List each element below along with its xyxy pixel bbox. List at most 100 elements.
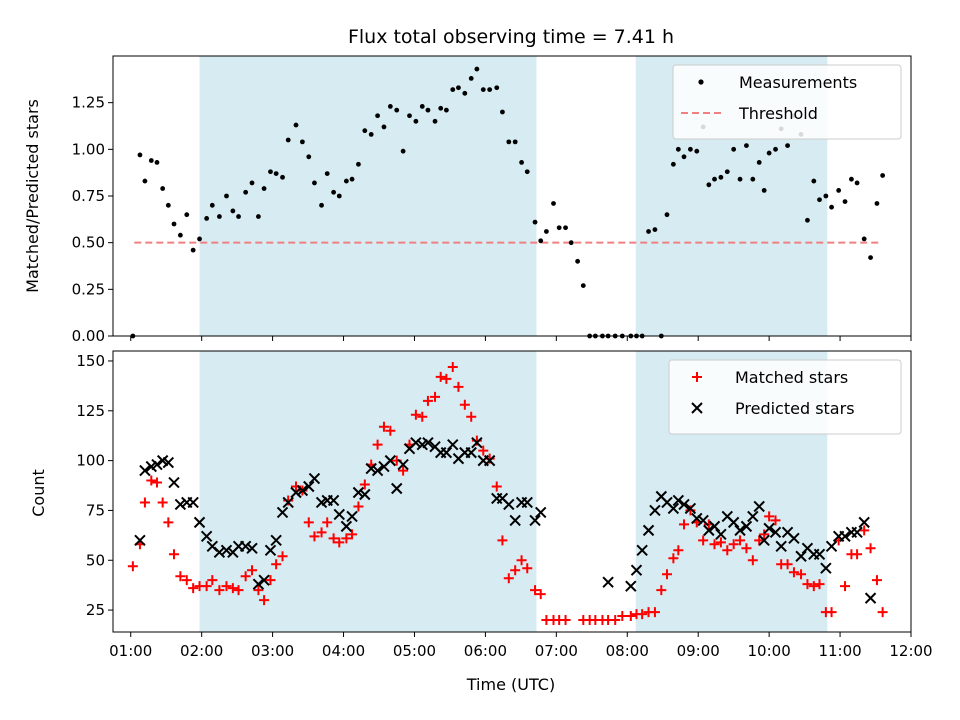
measurement-point bbox=[419, 104, 425, 109]
legend-frame bbox=[668, 359, 902, 435]
predicted-star-point bbox=[813, 548, 826, 560]
measurement-point bbox=[137, 152, 143, 158]
predicted-star-point bbox=[174, 498, 187, 511]
predicted-star-point bbox=[825, 540, 838, 553]
measurement-point bbox=[432, 118, 438, 124]
measurement-point bbox=[817, 197, 822, 203]
measurement-point bbox=[425, 107, 431, 113]
y-tick-label: 50 bbox=[86, 551, 105, 569]
predicted-star-point bbox=[168, 476, 180, 489]
predicted-star-point bbox=[642, 524, 655, 537]
predicted-star-point bbox=[820, 562, 832, 574]
measurement-point bbox=[750, 176, 756, 182]
measurement-point bbox=[474, 66, 480, 72]
predicted-star-point bbox=[308, 472, 321, 485]
measurement-point bbox=[236, 214, 241, 219]
legend-label: Matched stars bbox=[735, 368, 848, 387]
matched-star-point bbox=[422, 395, 433, 406]
matched-star-point bbox=[271, 559, 282, 570]
measurement-point bbox=[868, 255, 873, 260]
matched-star-point bbox=[316, 527, 327, 538]
measurement-point bbox=[744, 143, 749, 149]
predicted-star-point bbox=[684, 502, 697, 515]
matched-star-point bbox=[782, 559, 793, 570]
x-tick-label: 11:00 bbox=[818, 642, 861, 660]
predicted-star-point bbox=[851, 526, 863, 539]
matched-star-point bbox=[303, 517, 314, 528]
matched-star-point bbox=[459, 399, 470, 410]
measurement-point bbox=[785, 143, 790, 149]
legend-ratio: Measurements Threshold bbox=[672, 64, 902, 140]
matched-star-point bbox=[253, 585, 264, 596]
predicted-star-point bbox=[747, 510, 759, 523]
matched-star-point bbox=[478, 445, 489, 456]
predicted-star-point bbox=[422, 436, 434, 449]
matched-star-point bbox=[522, 563, 533, 574]
measurement-point bbox=[532, 219, 538, 225]
measurement-point bbox=[480, 87, 486, 92]
predicted-star-point bbox=[246, 542, 258, 555]
x-tick-label: 10:00 bbox=[748, 642, 791, 660]
matched-star-point bbox=[741, 543, 752, 554]
matched-star-point bbox=[322, 517, 333, 528]
matched-star-point bbox=[221, 581, 232, 592]
predicted-star-point bbox=[864, 592, 877, 604]
matched-star-point bbox=[127, 561, 138, 572]
measurement-point bbox=[336, 193, 342, 199]
matched-star-point bbox=[466, 411, 477, 422]
predicted-star-point bbox=[340, 520, 353, 533]
predicted-star-point bbox=[264, 544, 277, 556]
y-tick-label: 25 bbox=[86, 601, 105, 619]
measurement-point bbox=[551, 201, 556, 206]
matched-star-point bbox=[715, 537, 726, 548]
matched-star-point bbox=[826, 607, 837, 618]
y-tick-label: 100 bbox=[76, 452, 105, 470]
measurement-point bbox=[165, 202, 171, 208]
predicted-star-point bbox=[384, 454, 397, 467]
matched-star-point bbox=[516, 555, 527, 566]
x-tick-label: 07:00 bbox=[535, 642, 578, 660]
measurement-point bbox=[331, 189, 337, 195]
predicted-star-point bbox=[858, 516, 870, 529]
matched-star-point bbox=[802, 579, 813, 590]
predicted-star-point bbox=[471, 436, 483, 449]
predicted-star-point bbox=[193, 516, 206, 529]
y-axis-label-count: Count bbox=[29, 469, 48, 517]
matched-star-point bbox=[796, 569, 807, 580]
measurement-point bbox=[487, 87, 493, 92]
predicted-star-point bbox=[282, 496, 294, 509]
predicted-star-point bbox=[371, 464, 384, 477]
measurement-point bbox=[773, 146, 778, 152]
measurement-point bbox=[293, 122, 299, 128]
legend-measurements-marker bbox=[698, 79, 704, 85]
predicted-star-point bbox=[667, 502, 680, 515]
matched-star-point bbox=[233, 585, 244, 596]
measurement-point bbox=[575, 258, 581, 264]
matched-star-point bbox=[146, 475, 157, 486]
measurement-point bbox=[356, 161, 361, 167]
predicted-star-point bbox=[727, 516, 740, 529]
predicted-star-point bbox=[509, 514, 521, 527]
measurement-point bbox=[285, 137, 291, 143]
predicted-star-point bbox=[503, 498, 515, 511]
measurement-point bbox=[538, 238, 544, 244]
predicted-star-point bbox=[290, 486, 302, 499]
measurement-point bbox=[823, 193, 829, 199]
y-tick-label: 150 bbox=[76, 352, 105, 370]
measurement-point bbox=[664, 212, 670, 218]
matched-star-point bbox=[679, 519, 690, 530]
matched-star-point bbox=[277, 551, 288, 562]
legend-label: Threshold bbox=[738, 104, 818, 123]
measurement-point bbox=[811, 178, 817, 184]
measurement-point bbox=[184, 212, 190, 218]
predicted-star-point bbox=[187, 496, 199, 509]
measurement-point bbox=[568, 240, 574, 246]
matched-star-point bbox=[359, 479, 370, 490]
x-tick-label: 03:00 bbox=[251, 642, 294, 660]
matched-star-point bbox=[201, 581, 212, 592]
predicted-star-point bbox=[303, 480, 315, 493]
measurement-point bbox=[580, 283, 586, 288]
predicted-star-point bbox=[276, 506, 289, 519]
